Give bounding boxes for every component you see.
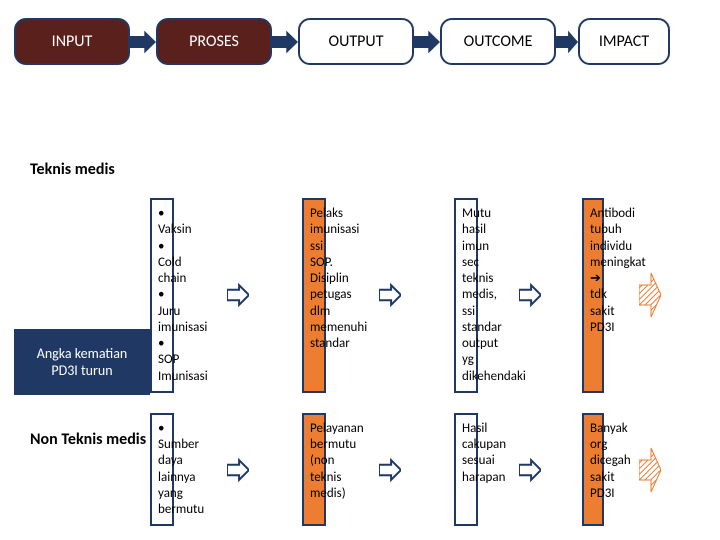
stage-output: OUTPUT: [298, 18, 414, 65]
content-grid: • Vaksin • Cold chain • Juru imunisasi •…: [14, 198, 710, 526]
arrow-row2-impact: [604, 413, 696, 527]
box-row2-outcome: Banyak org dicegah sakit PD3I: [582, 413, 604, 527]
header-arrow-2: [414, 27, 440, 57]
header-arrow-3: [556, 27, 578, 57]
stage-proses: PROSES: [156, 18, 272, 65]
row-label-teknis: Teknis medis: [30, 160, 115, 179]
box-row2-proses: Pelayanan bermutu (non teknis medis): [302, 413, 326, 527]
impact-box: Angka kematian PD3I turun: [14, 329, 150, 395]
arrow-row1-1: [326, 198, 454, 393]
arrow-row2-2: [478, 413, 582, 527]
impact-cell: Angka kematian PD3I turun: [14, 198, 150, 526]
arrow-row1-impact: [604, 198, 696, 393]
header-arrow-1: [272, 27, 298, 57]
header-arrow-0: [130, 27, 156, 57]
row-label-non-teknis: Non Teknis medis: [30, 430, 146, 449]
box-row1-output: Mutu hasil imun sec teknis medis, ssi st…: [454, 198, 478, 393]
header-stages-row: INPUT PROSES OUTPUT OUTCOME IMPACT: [0, 0, 720, 65]
stage-impact: IMPACT: [578, 18, 670, 65]
stage-outcome: OUTCOME: [440, 18, 556, 65]
arrow-row1-2: [478, 198, 582, 393]
arrow-row1-0: [174, 198, 302, 393]
box-row1-outcome: Antibodi tubuh individu meningkat ➔ tdk …: [582, 198, 604, 393]
box-row2-output: Hasil cakupan sesuai harapan: [454, 413, 478, 527]
box-row1-input: • Vaksin • Cold chain • Juru imunisasi •…: [150, 198, 174, 393]
arrow-row2-0: [174, 413, 302, 527]
box-row1-proses: Pelaks imunisasi ssi SOP. Disiplin petug…: [302, 198, 326, 393]
stage-input: INPUT: [14, 18, 130, 65]
arrow-row2-1: [326, 413, 454, 527]
box-row2-input: • Sumber daya lainnya yang bermutu: [150, 413, 174, 527]
